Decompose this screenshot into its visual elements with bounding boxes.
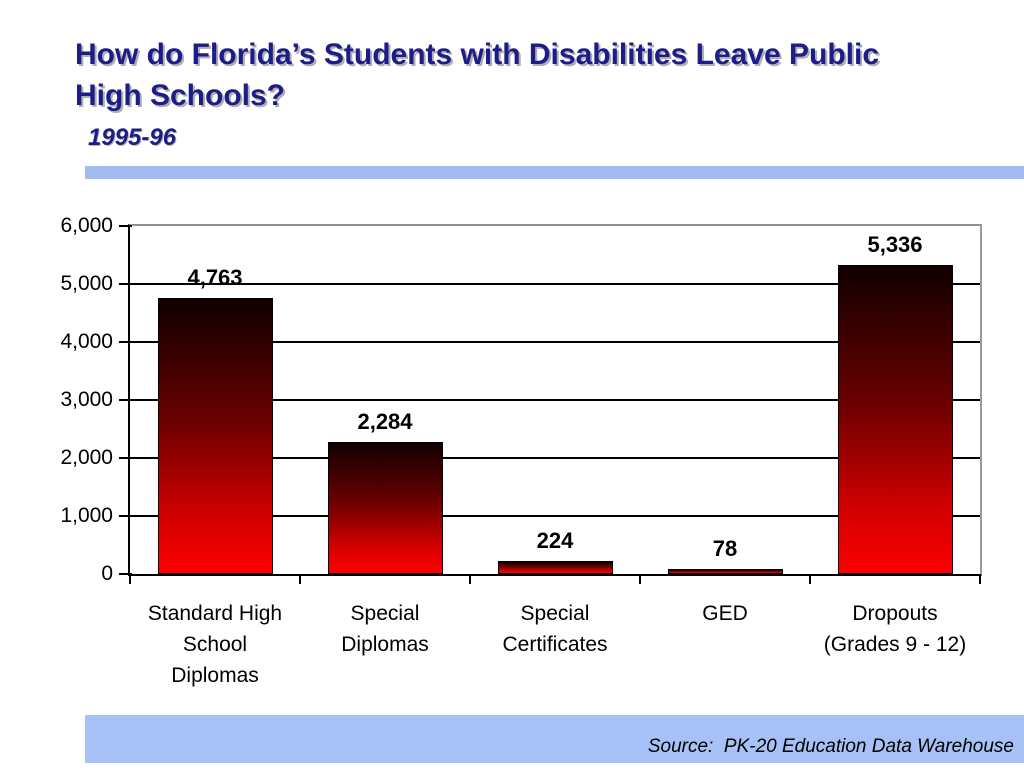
y-axis-tick-label: 3,000 — [60, 388, 113, 411]
y-axis-tick-label: 5,000 — [60, 272, 113, 295]
category-label-line: (Grades 9 - 12) — [823, 633, 967, 656]
x-axis-tick — [299, 574, 301, 584]
category-label-special-certificates: Special Certificates — [470, 598, 640, 660]
gridline-3000 — [130, 399, 980, 401]
gridline-4000 — [130, 341, 980, 343]
category-label-line: Certificates — [502, 633, 608, 656]
bar-value-label-standard-high-school-diplomas: 4,763 — [187, 264, 243, 290]
category-label-line: Special — [520, 602, 590, 625]
category-label-line: Special — [350, 602, 420, 625]
y-axis-tick — [119, 341, 132, 343]
category-label-line: Diplomas — [171, 664, 259, 687]
category-label-line: GED — [702, 602, 748, 625]
bar-value-label-dropouts-grades-9-12: 5,336 — [867, 231, 923, 257]
gridline-2000 — [130, 457, 980, 459]
y-axis-tick-label: 6,000 — [60, 214, 113, 237]
category-label-dropouts-grades-9-12: Dropouts (Grades 9 - 12) — [810, 598, 980, 660]
category-label-line: Dropouts — [852, 602, 938, 625]
category-label-special-diplomas: Special Diplomas — [300, 598, 470, 660]
category-label-line: Diplomas — [341, 633, 429, 656]
slide-title-line1: How do Florida’s Students with Disabilit… — [75, 38, 880, 71]
bar-dropouts-grades-9-12 — [837, 264, 953, 574]
x-axis-tick — [809, 574, 811, 584]
bar-value-label-special-certificates: 224 — [536, 528, 574, 554]
category-label-ged: GED — [640, 598, 810, 629]
category-label-standard-high-school-diplomas: Standard High School Diplomas — [130, 598, 300, 691]
slide-subtitle: 1995-96 — [88, 124, 177, 151]
x-axis-tick — [639, 574, 641, 584]
y-axis-tick — [119, 573, 132, 575]
footer-bar: Source: PK-20 Education Data Warehouse — [85, 715, 1024, 763]
bar-special-diplomas — [327, 441, 443, 574]
gridline-5000 — [130, 283, 980, 285]
gridline-1000 — [130, 515, 980, 517]
y-axis-tick-label: 4,000 — [60, 330, 113, 353]
source-text: Source: PK-20 Education Data Warehouse — [647, 736, 1014, 757]
bar-special-certificates — [497, 561, 613, 574]
y-axis-tick-label: 0 — [101, 562, 113, 585]
x-axis-tick — [979, 574, 981, 584]
bar-value-label-special-diplomas: 2,284 — [357, 408, 413, 434]
y-axis-tick — [119, 225, 132, 227]
y-axis-tick — [119, 399, 132, 401]
title-accent-bar — [85, 166, 1024, 179]
x-axis-tick — [469, 574, 471, 584]
slide-title: How do Florida’s Students with Disabilit… — [75, 34, 1015, 116]
slide-title-line2: High Schools? — [75, 79, 285, 112]
category-label-line: Standard High — [147, 602, 283, 625]
bar-value-label-ged: 78 — [712, 536, 738, 562]
y-axis-tick — [119, 457, 132, 459]
y-axis-tick-label: 1,000 — [60, 504, 113, 527]
plot-area: 4,763 2,284 224 78 5,336 — [128, 224, 982, 576]
y-axis-tick-label: 2,000 — [60, 446, 113, 469]
y-axis-tick — [119, 283, 132, 285]
bar-standard-high-school-diplomas — [157, 297, 273, 574]
bar-ged — [667, 569, 783, 574]
x-axis-tick — [129, 574, 131, 584]
category-label-line: School — [182, 633, 248, 656]
y-axis-tick — [119, 515, 132, 517]
